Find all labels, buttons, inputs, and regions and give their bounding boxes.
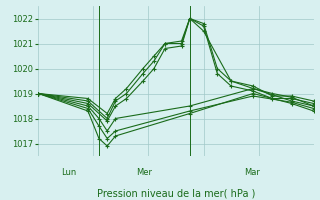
Text: Lun: Lun: [61, 168, 76, 177]
Text: Mer: Mer: [136, 168, 152, 177]
Text: Mar: Mar: [244, 168, 260, 177]
Text: Pression niveau de la mer( hPa ): Pression niveau de la mer( hPa ): [97, 189, 255, 199]
